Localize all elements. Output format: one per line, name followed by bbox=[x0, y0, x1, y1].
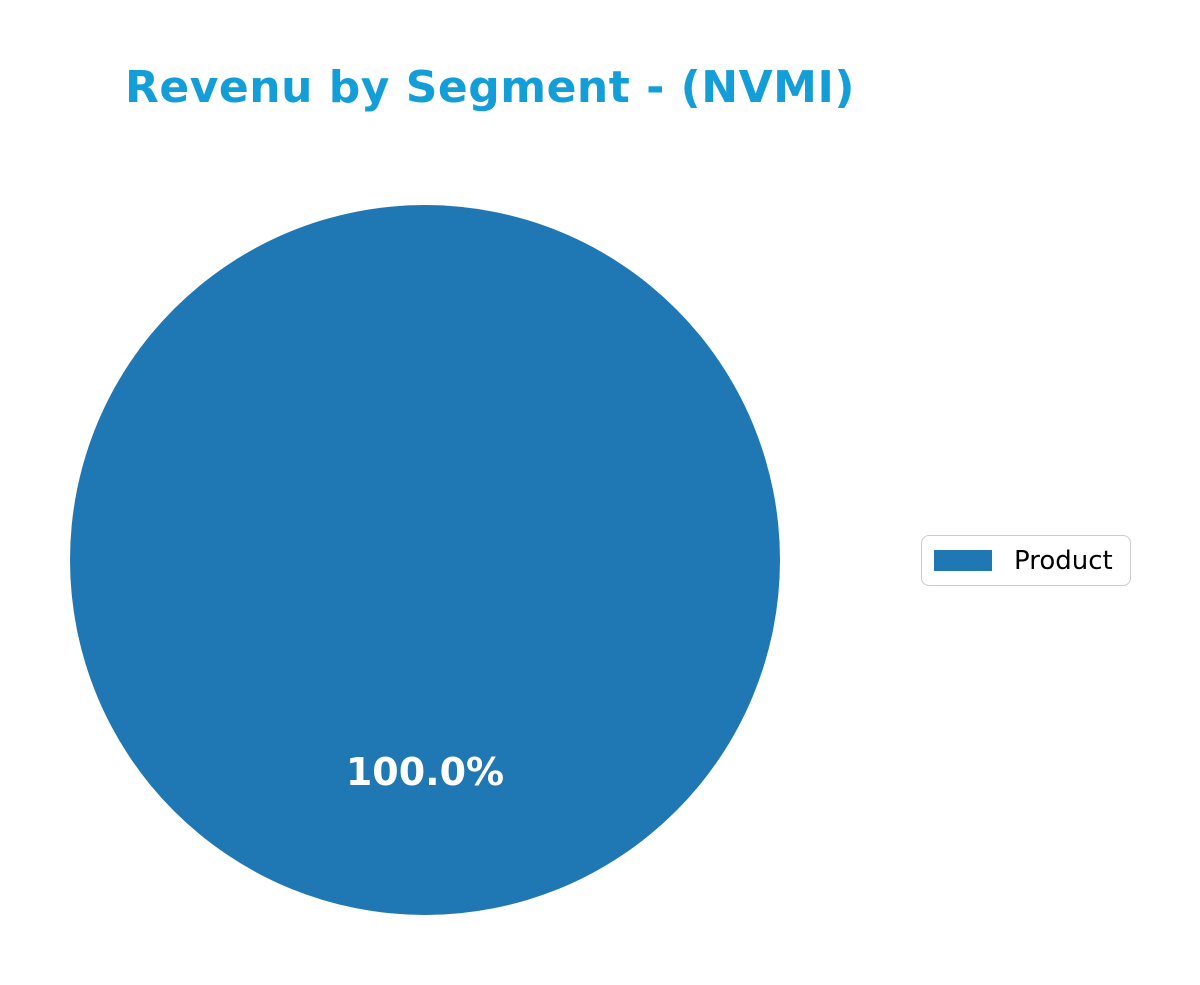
legend-label-product: Product bbox=[1014, 545, 1113, 576]
legend: Product bbox=[921, 535, 1131, 586]
pie-percentage-label: 100.0% bbox=[345, 750, 505, 794]
chart-title: Revenu by Segment - (NVMI) bbox=[125, 62, 855, 113]
legend-swatch-product bbox=[934, 550, 992, 571]
pie-slice-product bbox=[70, 205, 780, 915]
